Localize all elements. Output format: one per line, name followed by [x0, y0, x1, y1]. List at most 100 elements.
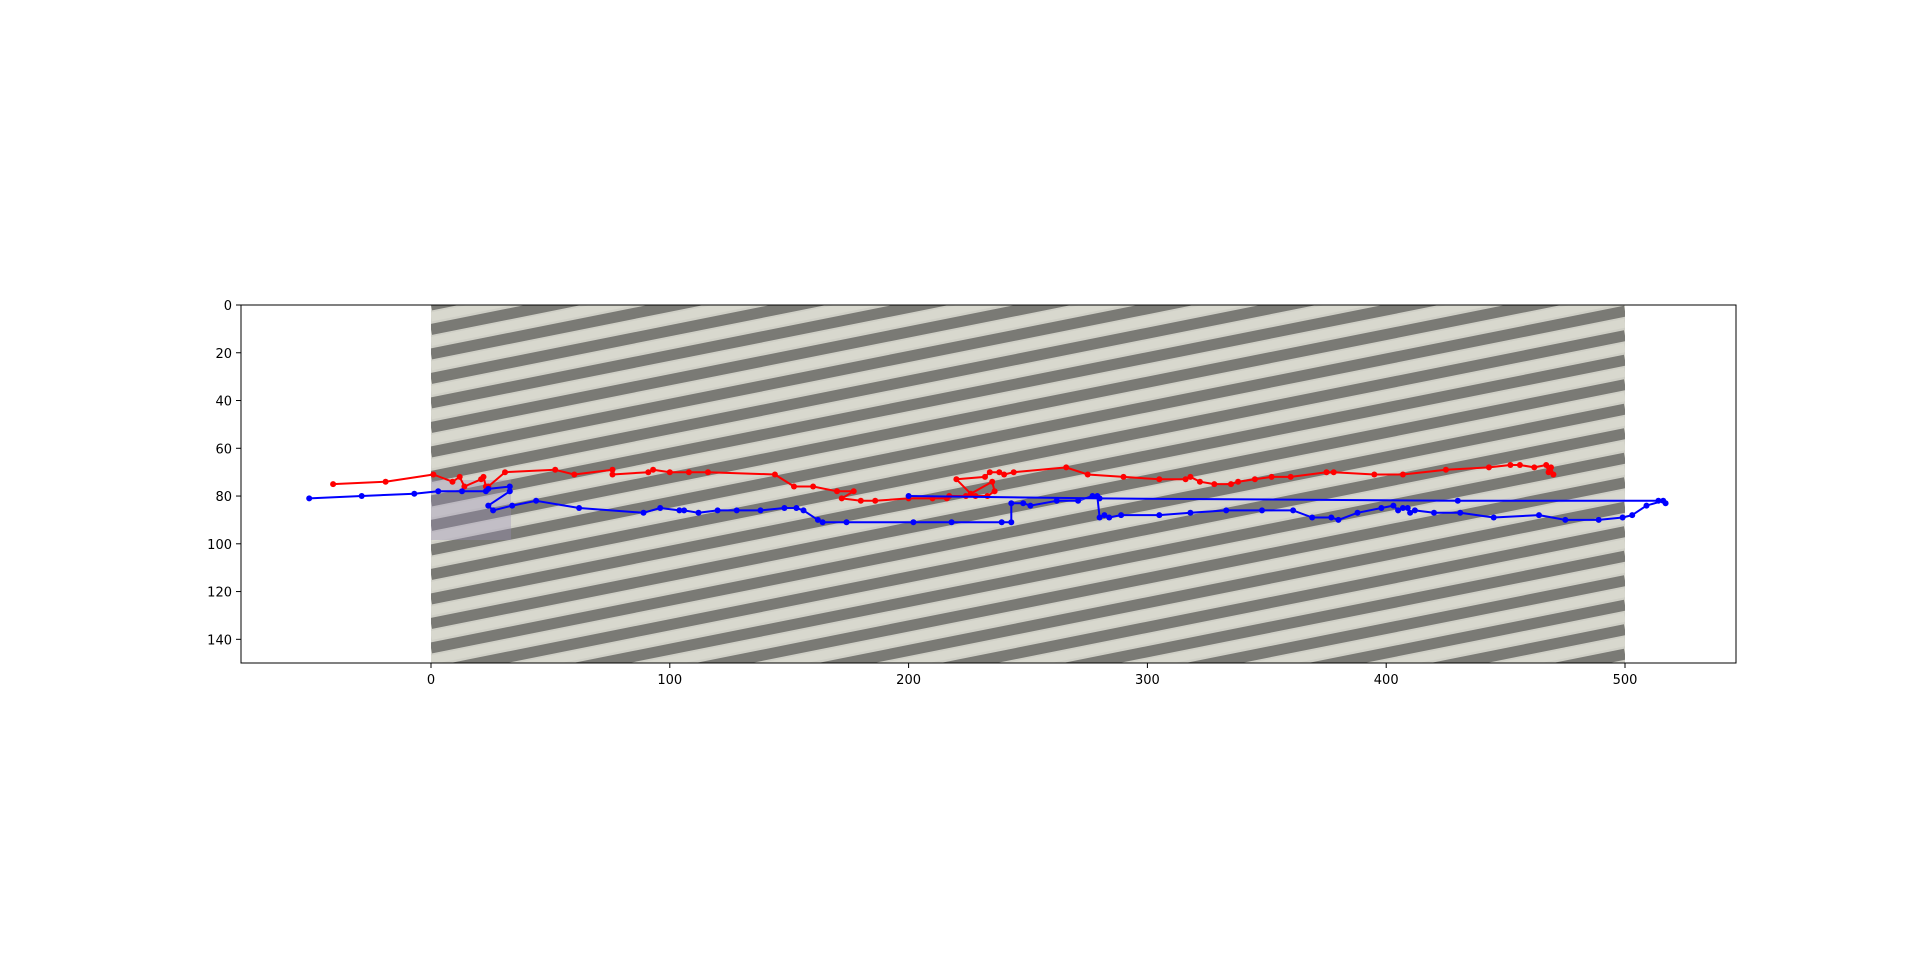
stripe-highlight — [515, 441, 1625, 663]
plot-frame — [240, 304, 1737, 664]
stripe-highlight — [431, 318, 1625, 567]
data-point — [1442, 466, 1449, 473]
data-point — [1008, 500, 1015, 507]
data-point — [1516, 462, 1523, 468]
data-point — [1182, 476, 1189, 483]
data-point — [1096, 514, 1103, 521]
data-point — [1543, 462, 1550, 468]
data-point — [857, 497, 864, 504]
stripe-highlight — [431, 29, 1625, 268]
data-point — [411, 490, 418, 497]
stripe — [431, 924, 1625, 955]
stripe — [431, 305, 1317, 482]
stripe — [431, 305, 1072, 433]
stripe-highlight — [431, 367, 1625, 616]
stripe — [431, 0, 1625, 134]
data-point — [1287, 473, 1294, 480]
stripe — [431, 305, 950, 409]
y-tick-label: 140 — [207, 633, 232, 648]
stripe-highlight — [1373, 612, 1625, 663]
data-point — [1399, 471, 1406, 478]
data-point — [1235, 478, 1242, 485]
data-point — [666, 469, 673, 476]
stripe-highlight — [431, 887, 1625, 955]
stripe — [431, 305, 460, 311]
data-point — [1063, 464, 1070, 471]
stripe-highlight — [431, 911, 1625, 955]
stripe — [431, 679, 1625, 918]
stripe — [431, 0, 1625, 36]
stripe — [1430, 624, 1625, 663]
data-point — [948, 519, 955, 526]
data-point — [791, 483, 797, 490]
y-tick-label: 0 — [224, 299, 232, 314]
data-point — [552, 466, 559, 473]
stripe-highlight — [431, 5, 1625, 244]
data-point — [480, 473, 487, 480]
stripe-highlight — [431, 305, 1249, 469]
data-point — [685, 469, 692, 476]
data-point — [1223, 507, 1230, 514]
data-point — [1101, 512, 1108, 519]
data-point — [1020, 500, 1027, 507]
data-point — [533, 497, 540, 504]
x-tick-label: 200 — [896, 673, 921, 688]
data-point — [1106, 514, 1113, 521]
data-point — [1120, 473, 1127, 480]
stripe — [940, 526, 1625, 663]
stripe — [1307, 599, 1625, 663]
stripe — [431, 0, 1625, 60]
stripe-highlight — [431, 0, 1625, 195]
stripe — [431, 330, 1625, 580]
stripe-highlight — [431, 0, 1625, 170]
y-tick-label: 80 — [215, 490, 232, 505]
y-axis: 0 20 40 60 80 100 120 140 — [207, 299, 241, 648]
x-tick-label: 0 — [427, 673, 435, 688]
data-point — [1268, 473, 1275, 480]
data-point — [382, 478, 389, 485]
data-point — [576, 505, 583, 511]
data-point — [676, 507, 683, 514]
stripe — [431, 0, 1625, 109]
data-point — [1309, 514, 1316, 521]
data-point — [645, 469, 652, 476]
data-point — [490, 507, 497, 514]
data-point — [1330, 469, 1337, 476]
data-point — [986, 469, 993, 476]
data-point — [358, 493, 365, 499]
stripe-highlight — [431, 936, 1625, 955]
data-point — [1454, 497, 1461, 504]
data-point — [506, 483, 513, 490]
data-point — [1399, 505, 1406, 511]
data-point — [1407, 509, 1414, 516]
stripe — [431, 403, 1625, 654]
data-point — [609, 466, 616, 473]
data-point — [459, 488, 465, 495]
stripe-highlight — [431, 305, 759, 371]
background-image — [431, 0, 1625, 955]
stripe-highlight — [1005, 539, 1625, 663]
stripe — [431, 948, 1625, 955]
data-point — [657, 505, 664, 511]
data-point — [485, 485, 492, 492]
data-point — [781, 505, 788, 511]
stripe-pattern — [431, 0, 1625, 955]
y-tick-label: 120 — [207, 586, 232, 601]
data-point — [1008, 519, 1015, 526]
data-point — [1395, 507, 1402, 514]
stripe — [431, 752, 1625, 955]
data-point — [834, 488, 840, 495]
data-point — [771, 471, 778, 478]
data-point — [506, 488, 513, 495]
data-point — [1550, 471, 1557, 478]
data-point — [1196, 478, 1203, 485]
stripe-highlight — [431, 305, 1004, 420]
data-point — [1548, 464, 1554, 471]
data-point — [1187, 509, 1194, 516]
data-point — [793, 505, 800, 511]
data-point — [1187, 473, 1194, 480]
data-point — [1629, 512, 1636, 519]
data-point — [800, 507, 807, 514]
stripe — [450, 428, 1625, 663]
